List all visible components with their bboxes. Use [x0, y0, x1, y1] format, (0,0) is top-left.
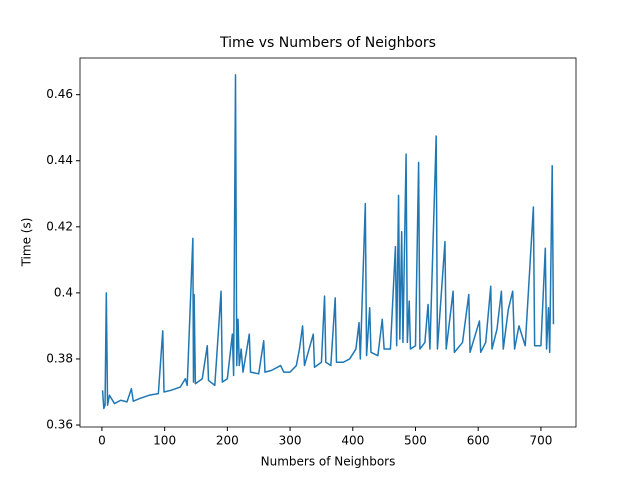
- y-tick-label: 0.46: [46, 87, 73, 101]
- x-tick-label: 300: [279, 434, 302, 448]
- x-tick-label: 0: [98, 434, 106, 448]
- y-tick-label: 0.36: [46, 418, 73, 432]
- x-tick-label: 500: [404, 434, 427, 448]
- y-tick-label: 0.4: [54, 285, 73, 299]
- x-tick-label: 200: [216, 434, 239, 448]
- chart-title: Time vs Numbers of Neighbors: [219, 35, 436, 51]
- y-tick-label: 0.38: [46, 351, 73, 365]
- x-tick-label: 400: [341, 434, 364, 448]
- y-axis-label: Time (s): [20, 218, 34, 268]
- y-tick-label: 0.44: [46, 153, 73, 167]
- data-line: [101, 74, 555, 410]
- x-axis-label: Numbers of Neighbors: [261, 455, 396, 469]
- x-tick-label: 100: [153, 434, 176, 448]
- x-tick-label: 700: [529, 434, 552, 448]
- x-tick-label: 600: [467, 434, 490, 448]
- plot-frame: [79, 57, 577, 428]
- y-tick-label: 0.42: [46, 219, 73, 233]
